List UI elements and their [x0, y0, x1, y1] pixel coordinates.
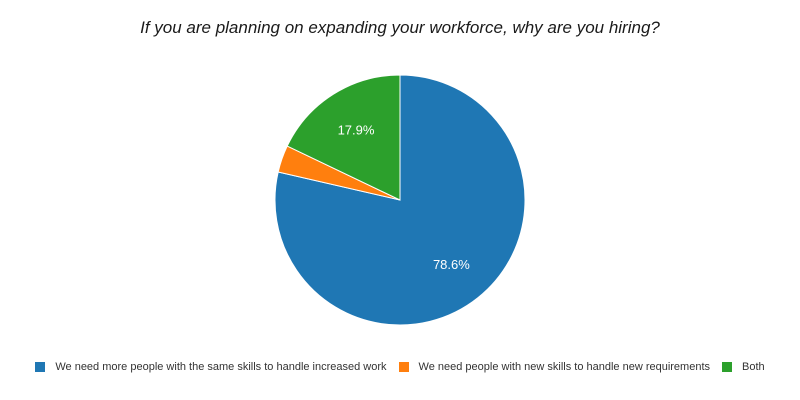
pie-slice-both[interactable]	[286, 74, 401, 201]
legend-swatch-new-skills	[398, 362, 409, 372]
legend-swatch-both	[722, 362, 733, 372]
legend-label-both: Both	[742, 361, 765, 373]
pie-label-same-skills: 78.6%	[433, 257, 470, 272]
legend-item-same-skills[interactable]: We need more people with the same skills…	[35, 361, 387, 373]
pie-label-both: 17.9%	[338, 123, 375, 138]
legend-item-new-skills[interactable]: We need people with new skills to handle…	[398, 361, 711, 373]
pie-slice-same-skills[interactable]	[274, 74, 526, 326]
legend-label-same-skills: We need more people with the same skills…	[55, 361, 387, 373]
legend-item-both[interactable]: Both	[722, 361, 765, 373]
legend-swatch-same-skills	[35, 362, 46, 372]
legend-label-new-skills: We need people with new skills to handle…	[418, 361, 711, 373]
legend: We need more people with the same skills…	[0, 361, 800, 373]
chart-title: If you are planning on expanding your wo…	[140, 18, 660, 37]
